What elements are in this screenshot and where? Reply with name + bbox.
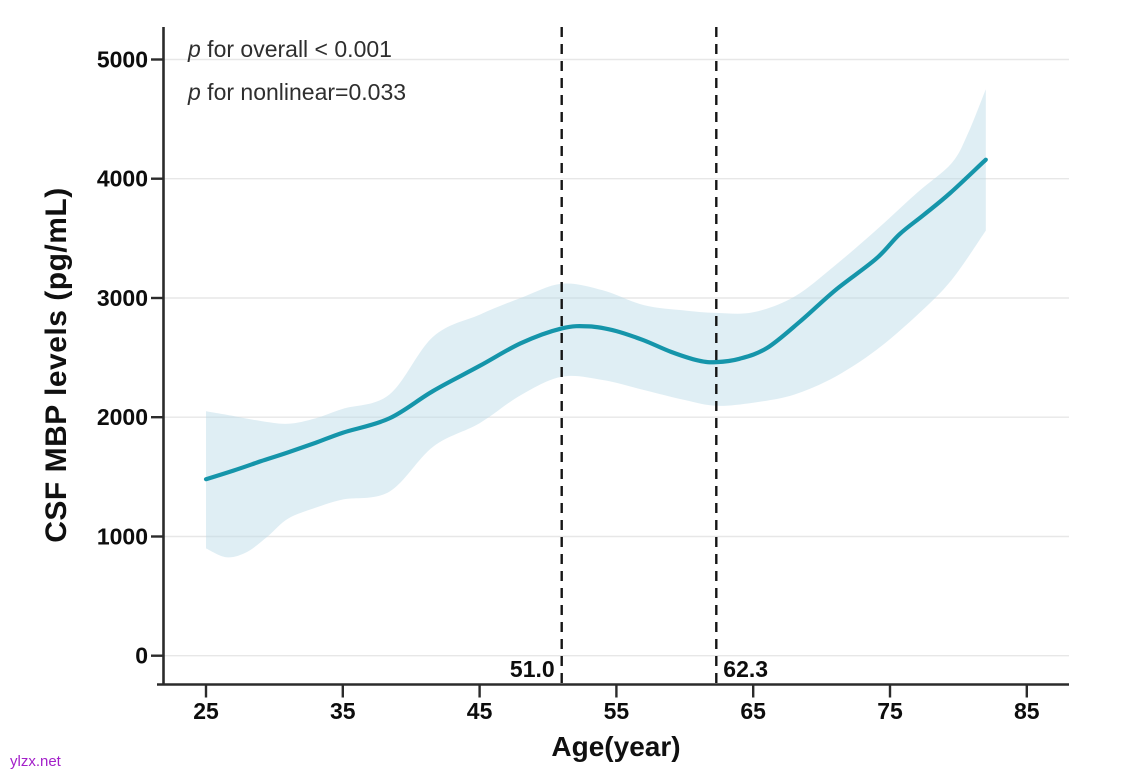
reference-line-label: 51.0 xyxy=(510,656,555,682)
p-nonlinear-annotation: p for nonlinear=0.033 xyxy=(188,79,406,106)
p-nonlinear-text: for nonlinear=0.033 xyxy=(200,79,407,105)
p-symbol: p xyxy=(188,79,201,105)
y-axis-title: CSF MBP levels (pg/mL) xyxy=(40,187,73,543)
y-tick-label: 3000 xyxy=(97,285,148,311)
watermark: ylzx.net xyxy=(10,753,61,770)
p-symbol: p xyxy=(188,36,201,62)
y-tick-label: 1000 xyxy=(97,524,148,550)
x-axis-title: Age(year) xyxy=(551,731,681,762)
x-tick-label: 65 xyxy=(740,698,766,724)
x-tick-label: 35 xyxy=(330,698,356,724)
y-tick-label: 5000 xyxy=(97,47,148,73)
rcs-curve xyxy=(203,157,988,482)
y-tick-label: 0 xyxy=(135,643,148,669)
x-tick-label: 25 xyxy=(193,698,219,724)
x-tick-label: 55 xyxy=(604,698,630,724)
reference-line-label: 62.3 xyxy=(723,656,768,682)
confidence-band xyxy=(206,89,986,558)
x-tick-label: 75 xyxy=(877,698,903,724)
x-tick-label: 45 xyxy=(467,698,493,724)
x-tick-label: 85 xyxy=(1014,698,1040,724)
p-overall-annotation: p for overall < 0.001 xyxy=(188,36,392,63)
y-tick-label: 4000 xyxy=(97,166,148,192)
p-overall-text: for overall < 0.001 xyxy=(200,36,392,62)
y-tick-label: 2000 xyxy=(97,404,148,430)
